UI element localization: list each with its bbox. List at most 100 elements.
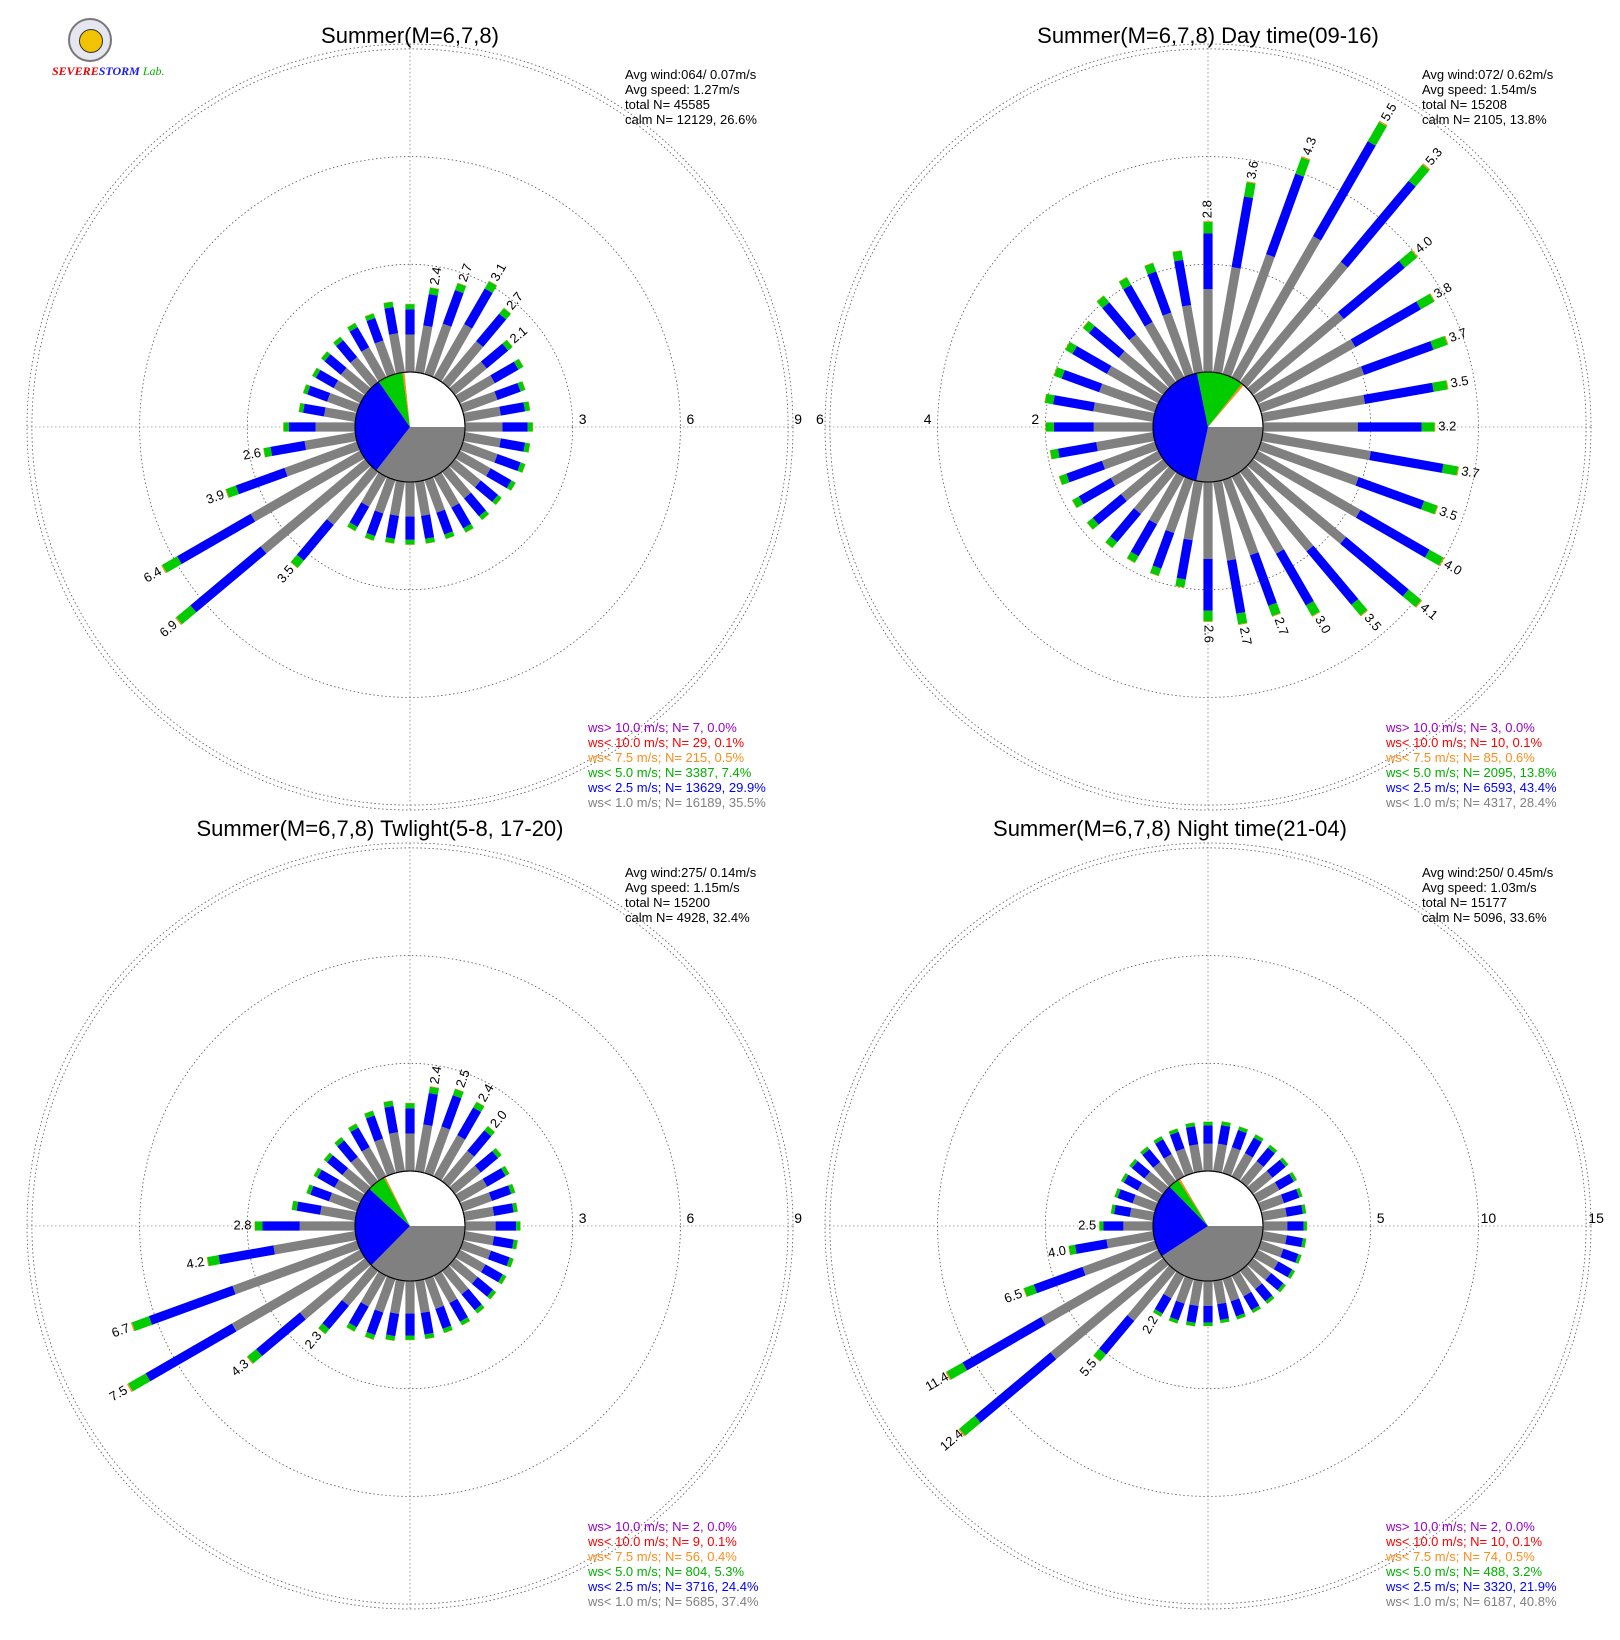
stats-line: total N= 15208: [1422, 97, 1507, 112]
bar-segment: [1350, 301, 1421, 348]
bar-segment: [1411, 249, 1419, 258]
panel-title: Summer(M=6,7,8): [321, 23, 499, 48]
bar-segment: [1239, 1160, 1264, 1187]
bar-value-label: 5.3: [1422, 145, 1445, 168]
bar-segment: [374, 1276, 396, 1313]
bar-value-label: 2.8: [1199, 200, 1214, 218]
bar-segment: [1189, 1144, 1203, 1173]
bar-value-label: 3.2: [1438, 418, 1456, 433]
bar-segment: [1149, 472, 1185, 525]
bar-segment: [177, 513, 256, 565]
pie-slice: [355, 381, 410, 471]
bar-segment: [454, 283, 467, 294]
wind-bar-310: [323, 1152, 371, 1195]
bar-segment: [449, 1165, 481, 1195]
wind-bar-290: [1053, 367, 1158, 413]
wind-bar-30: 5.5: [1231, 100, 1400, 382]
bar-segment: [1110, 1204, 1116, 1215]
bar-segment: [1176, 538, 1193, 580]
bar-segment: [1074, 1239, 1108, 1254]
bar-segment: [1231, 472, 1284, 554]
stats-line: calm N= 12129, 26.6%: [625, 112, 757, 127]
legend-entry: ws< 5.0 m/s; N= 488, 3.2%: [1385, 1564, 1543, 1579]
legend-entry: ws< 1.0 m/s; N= 16189, 35.5%: [587, 795, 766, 810]
bar-segment: [326, 1155, 349, 1176]
bar-segment: [1239, 466, 1314, 552]
bar-segment: [1189, 1279, 1203, 1307]
bar-segment: [492, 494, 502, 505]
bar-segment: [441, 1095, 462, 1130]
wind-bar-80: [463, 401, 531, 422]
legend-entry: ws< 10.0 m/s; N= 10, 0.1%: [1385, 1534, 1543, 1549]
stats-line: Avg speed: 1.15m/s: [625, 880, 740, 895]
bar-value-label: 2.6: [1202, 625, 1217, 643]
stats-line: calm N= 4928, 32.4%: [625, 910, 750, 925]
bar-segment: [1275, 549, 1314, 606]
bar-segment: [499, 308, 511, 320]
bar-segment: [1168, 1317, 1179, 1324]
bar-segment: [480, 343, 509, 369]
bar-segment: [256, 1312, 306, 1357]
bar-segment: [1118, 277, 1132, 290]
bar-segment: [1054, 367, 1065, 379]
bar-segment: [131, 1316, 152, 1331]
bar-segment: [1086, 517, 1099, 530]
bar-segment: [1132, 1194, 1158, 1212]
legend-entry: ws> 10.0 m/s; N= 3, 0.0%: [1385, 720, 1535, 735]
bar-segment: [1340, 536, 1409, 597]
wind-bar-310: [1082, 320, 1169, 396]
wind-bar-120: [1253, 1249, 1296, 1280]
bar-segment: [350, 1127, 370, 1152]
wind-bar-160: [1222, 1276, 1246, 1320]
wind-bar-330: [1118, 276, 1185, 382]
bar-segment: [340, 367, 371, 396]
bar-segment: [347, 322, 358, 332]
bar-value-label: 3.6: [1243, 160, 1261, 180]
bar-segment: [1041, 1249, 1163, 1326]
legend-entry: ws< 5.0 m/s; N= 2095, 13.8%: [1385, 765, 1557, 780]
bar-segment: [1226, 559, 1246, 614]
bar-segment: [1258, 366, 1365, 413]
panel-title: Summer(M=6,7,8) Twlight(5-8, 17-20): [196, 816, 563, 841]
bar-segment: [435, 1305, 452, 1329]
pie-slice: [402, 372, 410, 427]
bar-segment: [1169, 1131, 1185, 1152]
bar-segment: [1296, 1187, 1303, 1198]
wind-bar-210: [346, 1271, 387, 1332]
bar-segment: [420, 1311, 434, 1335]
bar-segment: [306, 1184, 314, 1195]
bar-value-label: 4.3: [228, 1356, 251, 1379]
pie-slice: [1178, 1178, 1208, 1226]
wind-bar-320: [1096, 295, 1177, 388]
bar-value-label: 2.1: [507, 323, 530, 346]
bar-segment: [1127, 1265, 1177, 1322]
bar-segment: [512, 1239, 518, 1250]
bar-segment: [1243, 1291, 1260, 1311]
bar-segment: [444, 531, 455, 539]
bar-segment: [1217, 1302, 1229, 1320]
wind-bar-130: [449, 458, 502, 506]
bar-segment: [464, 288, 493, 329]
wind-bar-350: [383, 1100, 405, 1173]
stats-line: calm N= 5096, 33.6%: [1422, 910, 1547, 925]
bar-segment: [1082, 1240, 1158, 1276]
bar-segment: [323, 1152, 333, 1163]
wind-bar-110: [460, 1240, 514, 1268]
bar-segment: [302, 403, 326, 417]
bar-segment: [1144, 1171, 1169, 1195]
bar-value-label: 4.3: [1299, 135, 1319, 157]
bar-segment: [492, 1236, 514, 1249]
pie-outline: [1152, 371, 1264, 483]
wind-bar-60: [455, 358, 524, 404]
bar-segment: [1082, 320, 1095, 334]
bar-segment: [374, 477, 396, 514]
pie-slice: [378, 372, 410, 427]
bar-segment: [451, 503, 472, 529]
wind-bar-110: [460, 441, 526, 473]
legend-entry: ws< 1.0 m/s; N= 6187, 40.8%: [1385, 1594, 1557, 1609]
calm-pie: [1152, 371, 1264, 483]
pie-slice: [376, 427, 465, 482]
bar-segment: [348, 1302, 369, 1328]
legend-entry: ws< 5.0 m/s; N= 804, 5.3%: [587, 1564, 745, 1579]
lab-logo: SEVERESTORM Lab.: [48, 18, 165, 88]
